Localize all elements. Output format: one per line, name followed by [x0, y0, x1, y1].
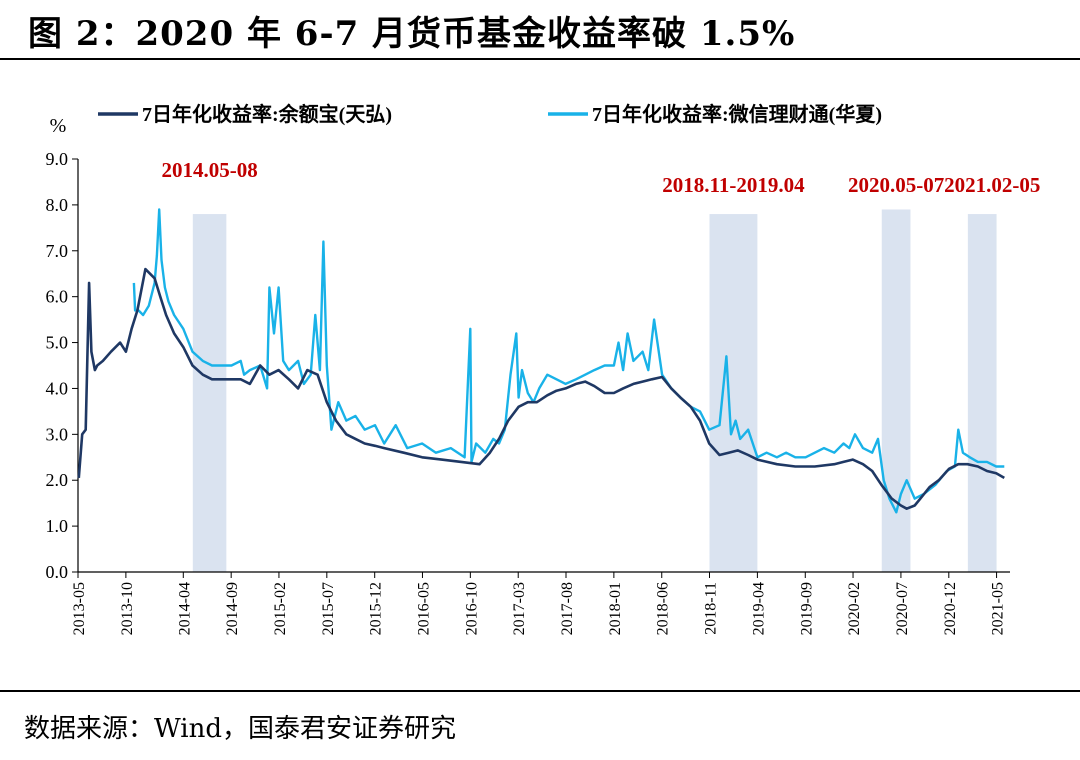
- x-tick-label: 2014-09: [224, 582, 241, 635]
- y-tick-label: 1.0: [46, 516, 69, 536]
- line-chart: 0.01.02.03.04.05.06.07.08.09.0 2013-05 20…: [46, 102, 1041, 635]
- y-tick-label: 7.0: [46, 241, 69, 261]
- x-tick-label: 2018-01: [607, 582, 624, 635]
- x-tick-label: 2019-04: [750, 582, 767, 635]
- source-note: 数据来源：Wind，国泰君安证券研究: [24, 714, 456, 744]
- period-label: 2020.05-07: [848, 173, 944, 197]
- shaded-period: [192, 214, 227, 573]
- top-rule: [0, 58, 1080, 60]
- series-lines: [77, 208, 1005, 514]
- legend-label-yuebao: 7日年化收益率:余额宝(天弘): [142, 102, 392, 126]
- bottom-rule: [0, 690, 1080, 692]
- x-tick-label: 2013-05: [71, 582, 88, 635]
- x-tick-label: 2013-10: [119, 582, 136, 635]
- x-tick-label: 2015-07: [320, 582, 337, 635]
- legend-label-wechat: 7日年化收益率:微信理财通(华夏): [592, 102, 882, 126]
- y-axis-unit: %: [50, 115, 67, 137]
- x-tick-label: 2015-12: [368, 582, 385, 635]
- y-tick-label: 5.0: [46, 333, 69, 353]
- period-annotations: 2014.05-08 2018.11-2019.04 2020.05-07 2021.…: [161, 158, 1040, 197]
- y-tick-label: 3.0: [46, 424, 69, 444]
- x-axis: 2013-05 2013-10 2014-04 2014-09 2015-02 2015-…: [71, 571, 1010, 635]
- period-label: 2018.11-2019.04: [662, 173, 805, 197]
- x-tick-label: 2018-11: [703, 582, 720, 635]
- x-tick-label: 2019-09: [798, 582, 815, 635]
- x-tick-label: 2021-05: [990, 582, 1007, 635]
- y-tick-label: 0.0: [46, 562, 69, 582]
- period-label: 2014.05-08: [161, 158, 257, 182]
- y-tick-label: 9.0: [46, 149, 69, 169]
- x-tick-label: 2020-12: [942, 582, 959, 635]
- x-tick-label: 2016-10: [463, 582, 480, 635]
- y-tick-label: 2.0: [46, 470, 69, 490]
- series-line-yuebao: [77, 267, 1005, 510]
- y-tick-label: 6.0: [46, 287, 69, 307]
- series-line-wechat: [132, 208, 1005, 514]
- figure-title: 图 2：2020 年 6-7 月货币基金收益率破 1.5%: [28, 14, 796, 54]
- y-axis: 0.0 1.0 2.0 3.0 4.0 5.0 6.0 7.0 8.0 9.0: [46, 149, 79, 582]
- x-tick-label: 2016-05: [415, 582, 432, 635]
- shaded-period: [967, 214, 997, 573]
- x-tick-label: 2015-02: [272, 582, 289, 635]
- shaded-period: [881, 209, 911, 572]
- x-tick-label: 2014-04: [176, 582, 193, 635]
- x-tick-label: 2017-08: [559, 582, 576, 635]
- x-tick-label: 2017-03: [511, 582, 528, 635]
- y-tick-label: 8.0: [46, 195, 69, 215]
- x-tick-label: 2020-02: [846, 582, 863, 635]
- shaded-periods: [192, 209, 997, 573]
- period-label: 2021.02-05: [944, 173, 1040, 197]
- legend: 7日年化收益率:余额宝(天弘) 7日年化收益率:微信理财通(华夏): [98, 102, 882, 126]
- x-tick-label: 2018-06: [655, 582, 672, 635]
- y-tick-label: 4.0: [46, 378, 69, 398]
- x-tick-label: 2020-07: [894, 582, 911, 635]
- shaded-period: [709, 214, 758, 573]
